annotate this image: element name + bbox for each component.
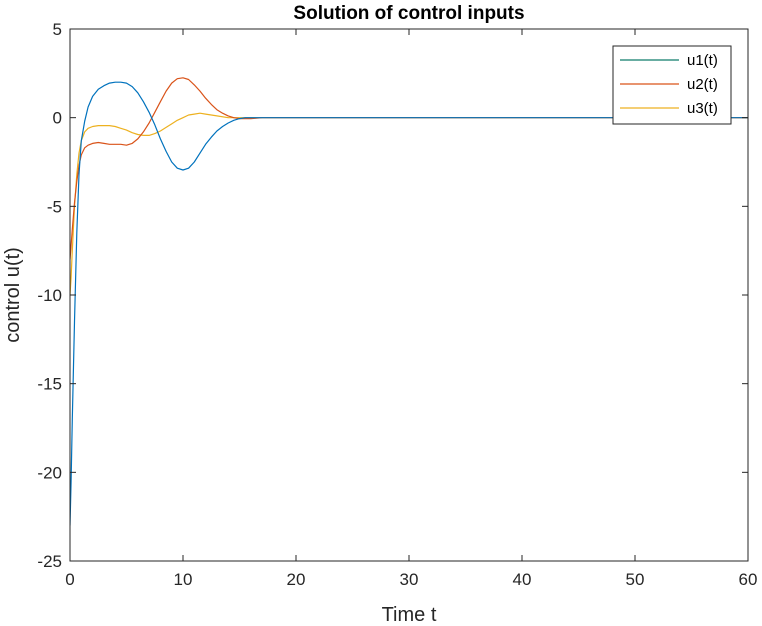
legend-label: u1(t) bbox=[687, 52, 718, 69]
y-tick-label: -20 bbox=[37, 463, 62, 482]
x-tick-label: 30 bbox=[400, 570, 419, 589]
x-tick-label: 50 bbox=[626, 570, 645, 589]
legend: u1(t) u2(t) u3(t) bbox=[612, 45, 732, 125]
x-tick-label: 60 bbox=[739, 570, 758, 589]
y-tick-label: 5 bbox=[53, 20, 62, 39]
y-tick-label: 0 bbox=[53, 109, 62, 128]
series-layer bbox=[70, 77, 748, 526]
y-tick-label: -10 bbox=[37, 286, 62, 305]
x-tick-label: 40 bbox=[513, 570, 532, 589]
x-axis-title: Time t bbox=[382, 604, 437, 626]
x-tick-label: 20 bbox=[287, 570, 306, 589]
legend-box bbox=[612, 45, 732, 125]
series-line-u1t bbox=[70, 81, 748, 526]
y-tick-label: -5 bbox=[47, 197, 62, 216]
legend-label: u3(t) bbox=[687, 100, 718, 117]
ticks-layer: 0 10 20 30 40 50 60 -25 -20 -15 -10 -5 0 5 bbox=[37, 20, 757, 589]
y-tick-label: -25 bbox=[37, 552, 62, 571]
x-tick-label: 0 bbox=[65, 570, 74, 589]
x-tick-label: 10 bbox=[174, 570, 193, 589]
legend-label: u2(t) bbox=[687, 76, 718, 93]
chart-title: Solution of control inputs bbox=[293, 3, 524, 24]
y-tick-label: -15 bbox=[37, 375, 62, 394]
y-axis-title: control u(t) bbox=[2, 247, 24, 343]
